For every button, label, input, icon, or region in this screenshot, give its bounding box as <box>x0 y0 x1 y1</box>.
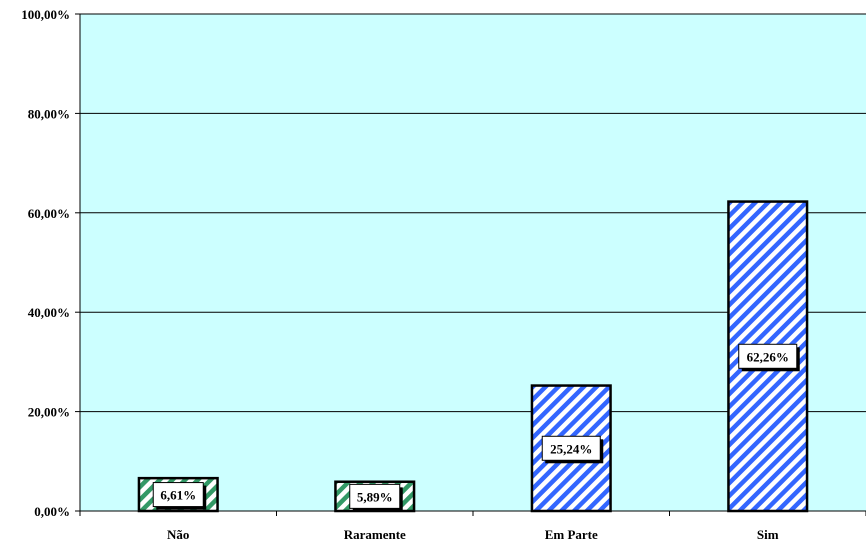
y-axis-ticks: 0,00% 20,00% 40,00% 60,00% 80,00% 100,00% <box>21 7 80 519</box>
x-tick-label: Não <box>167 527 189 542</box>
y-tick-label: 80,00% <box>28 106 70 121</box>
data-label-text: 5,89% <box>357 489 393 504</box>
data-label: 5,89% <box>349 483 403 512</box>
x-tick-label: Raramente <box>344 527 406 542</box>
x-tick-label: Em Parte <box>545 527 598 542</box>
y-tick-label: 40,00% <box>28 305 70 320</box>
bars: 6,61% 5,89% 25,24% 62,26% <box>137 200 809 513</box>
x-axis-ticks: Não Raramente Em Parte Sim <box>79 511 866 542</box>
data-label: 6,61% <box>152 482 207 510</box>
data-label: 25,24% <box>541 435 604 464</box>
data-label-text: 6,61% <box>160 488 196 503</box>
data-label-text: 62,26% <box>747 349 789 364</box>
y-tick-label: 60,00% <box>28 206 70 221</box>
y-tick-label: 0,00% <box>34 504 70 519</box>
y-tick-label: 20,00% <box>28 405 70 420</box>
data-label-text: 25,24% <box>550 441 592 456</box>
y-tick-label: 100,00% <box>21 7 70 22</box>
x-tick-label: Sim <box>757 527 779 542</box>
data-label: 62,26% <box>738 343 800 372</box>
